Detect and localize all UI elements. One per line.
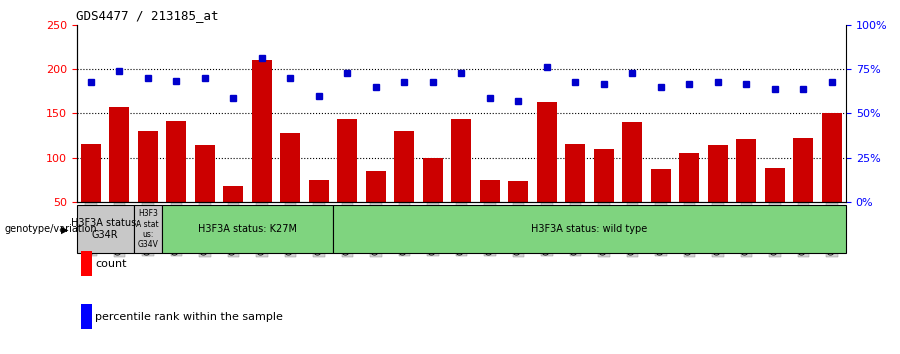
Bar	[194, 145, 215, 202]
Bar	[81, 144, 101, 202]
Bar	[680, 153, 699, 202]
Text: H3F3A status:
G34R: H3F3A status: G34R	[71, 218, 140, 240]
Bar	[622, 122, 643, 202]
Bar	[508, 181, 528, 202]
Bar	[423, 158, 443, 202]
Bar	[365, 171, 386, 202]
Text: H3F3A status: K27M: H3F3A status: K27M	[198, 224, 297, 234]
Bar	[394, 131, 414, 202]
Bar	[651, 169, 670, 202]
Bar	[338, 120, 357, 202]
FancyBboxPatch shape	[162, 205, 333, 253]
Bar	[536, 102, 557, 202]
Bar	[109, 107, 130, 202]
Bar	[565, 144, 585, 202]
Bar	[451, 120, 472, 202]
Text: H3F3
A stat
us:
G34V: H3F3 A stat us: G34V	[137, 209, 159, 249]
Bar	[765, 168, 785, 202]
Bar	[252, 60, 272, 202]
Bar	[793, 138, 814, 202]
Bar	[480, 180, 500, 202]
Bar	[822, 113, 842, 202]
Text: count: count	[95, 259, 127, 269]
Text: percentile rank within the sample: percentile rank within the sample	[95, 312, 284, 322]
Bar	[166, 121, 186, 202]
Bar	[280, 133, 301, 202]
Bar	[707, 145, 728, 202]
Bar	[138, 131, 157, 202]
Bar	[736, 139, 756, 202]
Bar	[309, 180, 328, 202]
Bar	[594, 149, 614, 202]
FancyBboxPatch shape	[133, 205, 162, 253]
FancyBboxPatch shape	[333, 205, 846, 253]
Text: genotype/variation: genotype/variation	[4, 224, 97, 234]
Bar	[223, 186, 243, 202]
Text: ▶: ▶	[61, 224, 68, 234]
Text: H3F3A status: wild type: H3F3A status: wild type	[531, 224, 648, 234]
Text: GDS4477 / 213185_at: GDS4477 / 213185_at	[76, 9, 219, 22]
FancyBboxPatch shape	[76, 205, 133, 253]
